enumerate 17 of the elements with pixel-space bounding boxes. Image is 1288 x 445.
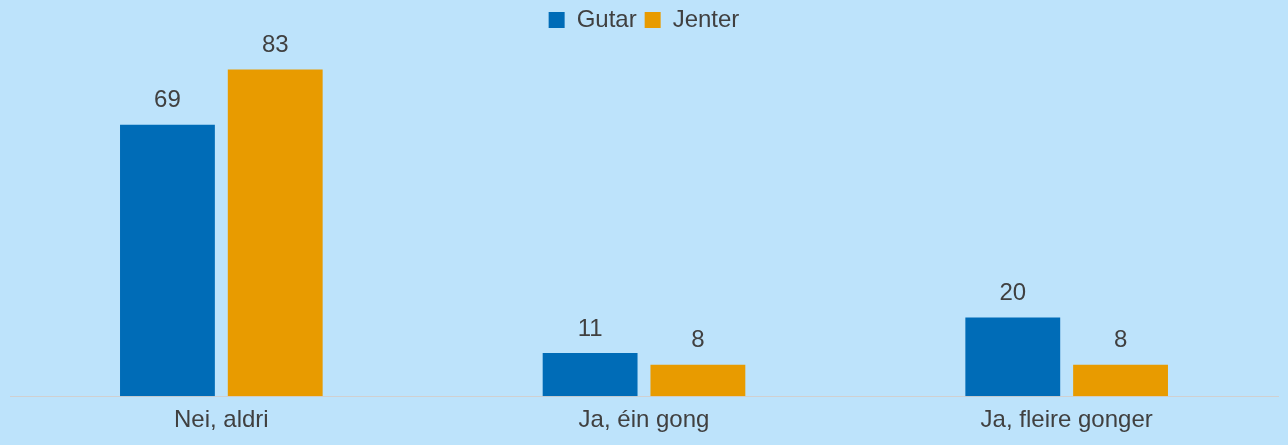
x-tick-label: Ja, fleire gonger <box>980 405 1153 433</box>
data-label: 8 <box>1113 325 1128 353</box>
legend-label: Jenter <box>672 4 740 32</box>
bar <box>965 317 1061 397</box>
bar <box>542 352 638 397</box>
data-label: 20 <box>999 278 1027 306</box>
data-label: 83 <box>261 30 289 58</box>
bar <box>227 69 323 397</box>
x-tick-label: Ja, éin gong <box>578 405 710 433</box>
bar <box>120 124 215 397</box>
data-label: 69 <box>154 85 181 113</box>
data-label: 11 <box>577 313 603 341</box>
x-tick-label: Nei, aldri <box>173 405 269 433</box>
bar <box>1073 364 1168 397</box>
bar <box>650 364 746 397</box>
legend-label: Gutar <box>576 4 637 32</box>
data-label: 8 <box>691 325 705 353</box>
